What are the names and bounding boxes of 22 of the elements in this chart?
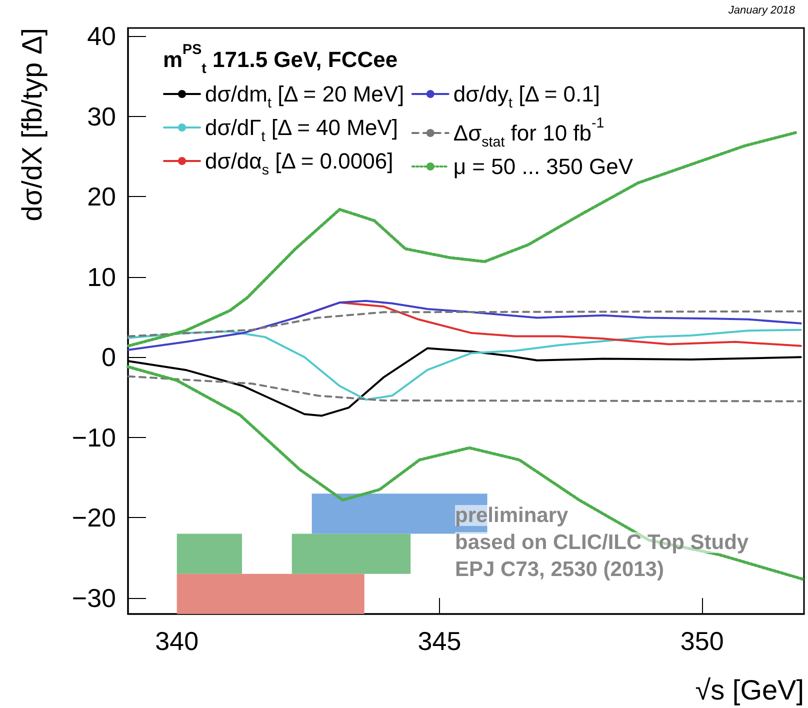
annotation: preliminary	[455, 504, 569, 527]
annotation: EPJ C73, 2530 (2013)	[455, 558, 664, 581]
x-axis-title: √s [GeV]	[695, 674, 804, 706]
y-tick-label: −20	[72, 502, 116, 533]
x-tick-label: 345	[418, 626, 462, 656]
y-tick-label: 40	[87, 21, 116, 52]
x-tick-label: 350	[680, 626, 724, 656]
line-series	[128, 328, 802, 401]
line-series	[128, 310, 802, 338]
line-series	[128, 300, 802, 351]
y-tick-label: 20	[87, 182, 116, 212]
y-axis-title: dσ/dX [fb/typ Δ]	[16, 28, 48, 222]
y-tick-label: 0	[102, 342, 116, 372]
y-tick-label: 10	[87, 262, 116, 292]
y-tick-label: −10	[72, 422, 116, 452]
x-tick-label: 340	[155, 626, 199, 656]
line-series	[128, 375, 802, 402]
line-series	[126, 365, 806, 581]
y-tick-label: −30	[72, 582, 116, 613]
legend-label: μ = 50 ... 350 GeV	[453, 154, 634, 179]
chart-subtitle: January 2018	[727, 4, 796, 16]
y-tick-label: 30	[87, 101, 116, 132]
